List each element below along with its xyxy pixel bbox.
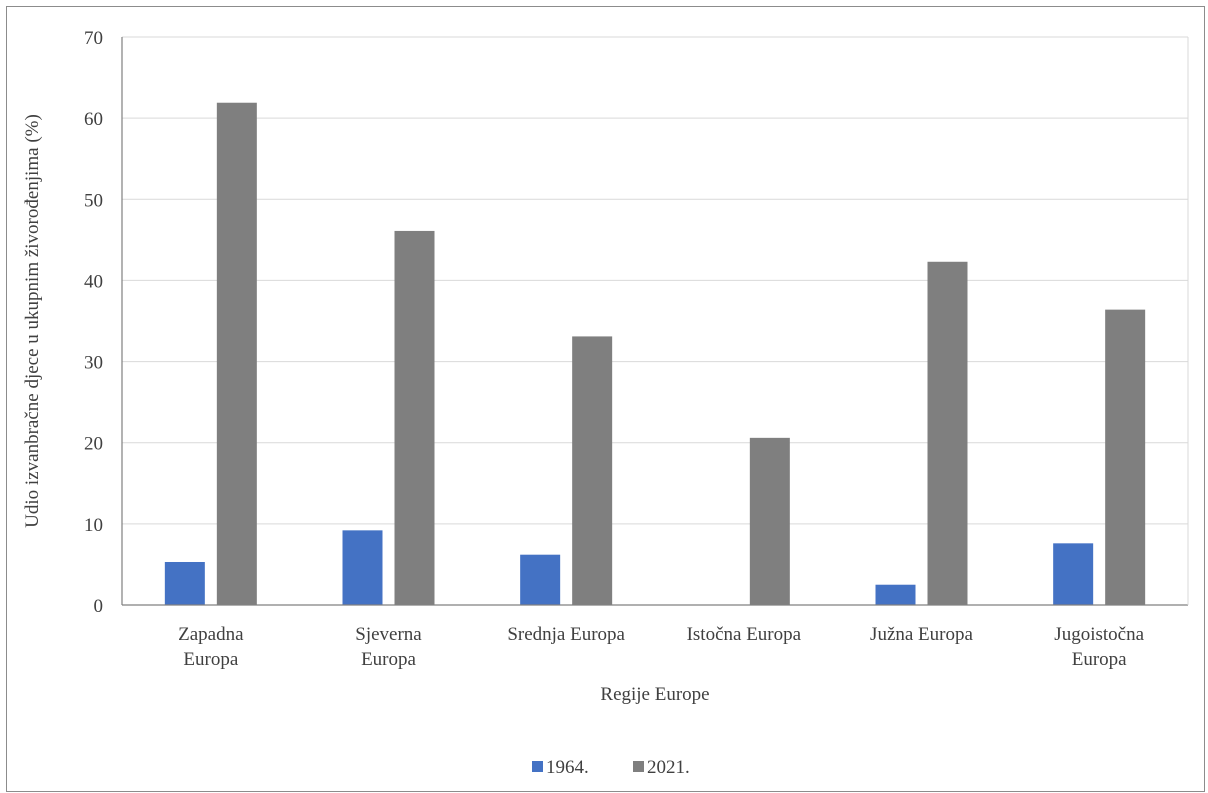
legend-swatch: [633, 761, 644, 772]
category-labels: Zapadna Europa Sjeverna Europa Srednja Europ…: [178, 624, 1144, 670]
category-label: Južna Europa: [870, 624, 973, 645]
bar-2021: [572, 336, 613, 605]
bar-1964: [342, 530, 383, 605]
bar-1964: [164, 561, 205, 605]
bar-1964: [520, 554, 561, 605]
bar-2021: [1105, 309, 1146, 605]
x-axis-title: Regije Europe: [600, 684, 709, 705]
y-tick-label: 40: [84, 271, 103, 292]
bar-2021: [749, 437, 790, 605]
axes: [121, 37, 1189, 606]
category-label: Srednja Europa: [507, 624, 625, 645]
bar-2021: [216, 102, 257, 606]
y-tick-labels: 0 10 20 30 40 50 60 70: [84, 28, 103, 617]
y-tick-label: 0: [94, 596, 104, 617]
bars: [164, 102, 1146, 606]
bar-2021: [927, 261, 968, 605]
legend-label: 2021.: [647, 757, 690, 778]
category-label: Sjeverna Europa: [355, 624, 422, 670]
category-label: Jugoistočna Europa: [1054, 624, 1144, 670]
bar-1964: [1053, 543, 1094, 605]
chart-frame: [6, 6, 1205, 792]
gridlines: [122, 36, 1188, 525]
y-tick-label: 60: [84, 109, 103, 130]
category-label: Zapadna Europa: [178, 624, 244, 670]
y-tick-label: 30: [84, 353, 103, 374]
bar-2021: [394, 230, 435, 605]
y-tick-label: 70: [84, 28, 103, 49]
legend-label: 1964.: [546, 757, 589, 778]
category-label: Istočna Europa: [687, 624, 802, 645]
y-tick-label: 10: [84, 515, 103, 536]
legend: 1964. 2021.: [532, 757, 690, 778]
bar-1964: [875, 584, 916, 605]
y-axis-title: Udio izvanbračne djece u ukupnim živorođ…: [22, 114, 43, 528]
legend-swatch: [532, 761, 543, 772]
y-tick-label: 20: [84, 434, 103, 455]
y-tick-label: 50: [84, 190, 103, 211]
